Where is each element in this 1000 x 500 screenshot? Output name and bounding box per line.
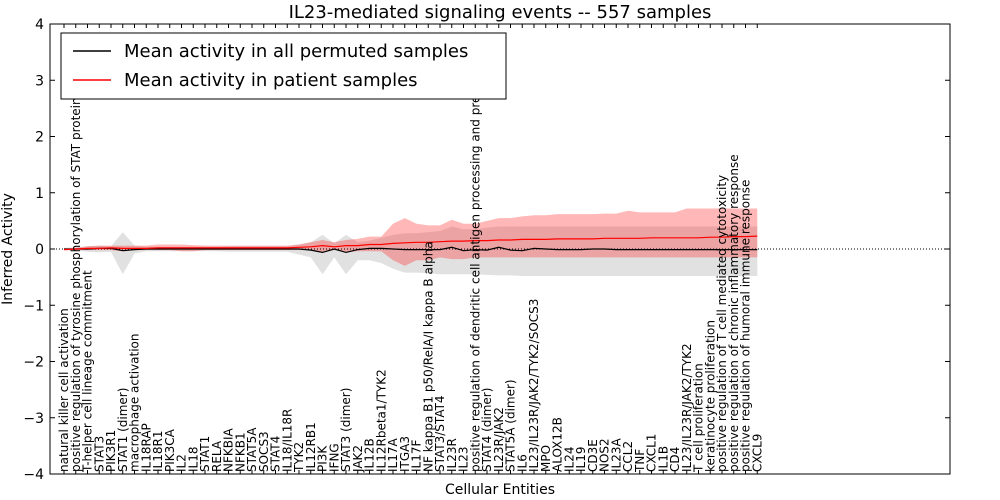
x-tick-label: IL1B	[656, 446, 670, 472]
x-tick-label: T-helper cell lineage commitment	[81, 270, 95, 473]
x-tick-label: JAK2	[351, 445, 365, 473]
y-tick-label: 3	[35, 73, 44, 89]
x-tick-label: CD4	[668, 447, 682, 472]
band-patient	[64, 208, 758, 266]
x-tick-label: macrophage activation	[128, 334, 142, 472]
x-tick-label: STAT4 (dimer)	[480, 388, 494, 472]
x-tick-label: PIK3R1	[104, 430, 118, 472]
y-tick-label: 2	[35, 130, 44, 146]
x-tick-label: keratinocyte proliferation	[703, 320, 717, 472]
x-tick-label: positive regulation of T cell mediated c…	[715, 175, 729, 472]
x-tick-label: natural killer cell activation	[57, 308, 71, 472]
x-tick-label: IL24	[562, 447, 576, 473]
x-tick-label: CCL2	[621, 441, 635, 472]
x-tick-label: STAT3 (dimer)	[339, 388, 353, 472]
x-tick-label: IL23	[457, 447, 471, 473]
x-tick-label: IL17F	[410, 440, 424, 472]
x-tick-label: IL18RAP	[139, 423, 153, 472]
x-tick-label: IL23R/JAK2	[492, 407, 506, 472]
x-tick-label: IL18R1	[151, 431, 165, 472]
x-tick-label: SOCS3	[257, 431, 271, 472]
x-tick-label: IL23/IL23R/JAK2/TYK2	[680, 343, 694, 472]
x-tick-label: IFNG	[327, 443, 341, 472]
x-tick-label: STAT5A (dimer)	[504, 379, 518, 472]
x-tick-label: NOS2	[598, 438, 612, 472]
x-tick-label: NF kappa B1 p50/RelA/I kappa B alpha	[421, 241, 435, 472]
x-tick-label: STAT1	[198, 436, 212, 472]
y-tick-label: −2	[23, 355, 44, 371]
x-tick-label: positive regulation of dendritic cell an…	[468, 39, 482, 472]
x-tick-label: RELA	[210, 440, 224, 472]
x-tick-label: IL12RB1	[304, 422, 318, 472]
x-tick-label: STAT1 (dimer)	[116, 388, 130, 472]
legend-label-patient: Mean activity in patient samples	[124, 70, 418, 91]
x-tick-label: NFKBIA	[222, 427, 236, 472]
x-tick-label: NFKB1	[233, 432, 247, 472]
x-tick-label: IL23A	[609, 438, 623, 472]
x-tick-label: TYK2	[292, 442, 306, 473]
x-tick-label: CXCL9	[750, 434, 764, 472]
y-tick-label: 4	[35, 17, 44, 33]
x-tick-label: IL12B	[363, 438, 377, 472]
series-lines	[63, 235, 758, 254]
y-axis-label: Inferred Activity	[0, 193, 16, 305]
x-tick-label: STAT4	[269, 436, 283, 472]
x-tick-label: MPO	[539, 445, 553, 472]
x-tick-label: PIK3CA	[163, 428, 177, 472]
legend-label-permuted: Mean activity in all permuted samples	[124, 41, 468, 62]
x-tick-label: IL18	[186, 447, 200, 473]
x-tick-label: positive regulation of chronic inflammat…	[727, 154, 741, 472]
y-tick-label: −3	[23, 411, 44, 427]
legend: Mean activity in all permuted samples Me…	[60, 32, 507, 100]
x-tick-label: ALOX12B	[551, 417, 565, 472]
y-axis: 4 3 2 1 0 −1 −2 −3 −4	[23, 17, 950, 483]
line-patient-mean	[63, 235, 758, 251]
chart-title: IL23-mediated signaling events -- 557 sa…	[289, 2, 712, 23]
x-tick-label: STAT3	[92, 436, 106, 472]
x-tick-label: PI3K	[316, 445, 330, 472]
y-tick-label: 1	[35, 186, 44, 202]
x-tick-label: CXCL1	[645, 434, 659, 472]
x-tick-label: STAT3/STAT4	[433, 395, 447, 472]
y-tick-label: −1	[23, 298, 44, 314]
x-axis-label: Cellular Entities	[445, 482, 555, 498]
x-tick-label: IL23R	[445, 438, 459, 472]
x-tick-label: IL17A	[386, 438, 400, 472]
x-tick-label: CD3E	[586, 439, 600, 472]
y-tick-label: 0	[35, 242, 44, 258]
x-tick-label: IL23/IL23R/JAK2/TYK2/SOCS3	[527, 299, 541, 472]
x-tick-label: T cell proliferation	[692, 363, 706, 473]
x-tick-label: IL19	[574, 447, 588, 473]
x-tick-label: TNF	[633, 449, 647, 473]
x-tick-label: positive regulation of humoral immune re…	[739, 180, 753, 472]
x-tick-label: IL18/IL18R	[280, 409, 294, 472]
line-permuted-mean	[64, 246, 758, 254]
x-tick-label: IL6	[515, 454, 529, 472]
legend-box	[60, 32, 507, 100]
x-tick-label: IL12Rbeta1/TYK2	[374, 369, 388, 472]
x-tick-label: ITGA3	[398, 436, 412, 472]
x-tick-label: positive regulation of tyrosine phosphor…	[69, 97, 83, 472]
x-tick-label: IL2	[175, 454, 189, 472]
y-tick-label: −4	[23, 467, 44, 483]
x-tick-label: STAT5A	[245, 427, 259, 472]
